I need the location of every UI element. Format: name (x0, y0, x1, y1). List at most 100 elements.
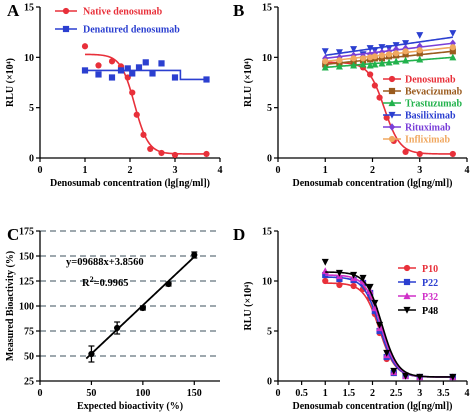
data-point (393, 50, 400, 57)
y-tick-label: 15 (262, 227, 272, 238)
x-tick-label: 2 (370, 388, 375, 399)
data-point (335, 49, 343, 56)
data-point (88, 350, 95, 358)
x-tick-label: 50 (86, 388, 96, 399)
legend-label: P32 (422, 292, 438, 303)
data-point (149, 70, 156, 77)
legend-label: Basiliximab (405, 111, 456, 122)
data-point (371, 299, 379, 307)
chart-panel-a: A 0 1 2 3 4 0 5 10 15 Denosumab concentration (lg[… (5, 1, 223, 189)
data-point (392, 57, 400, 65)
panel-letter: B (233, 1, 244, 20)
y-tick-label: 5 (267, 103, 272, 114)
data-point (114, 324, 121, 332)
y-tick-label: 10 (24, 53, 34, 64)
x-axis-title: Denosumab concentration (lg[ng/ml]) (293, 178, 453, 189)
data-point (95, 71, 102, 78)
fit-curve (325, 271, 453, 378)
series-denatured-denosumab (81, 59, 210, 83)
data-point (95, 62, 102, 69)
legend-marker (62, 7, 70, 15)
legend-marker (388, 87, 396, 95)
legend-marker (388, 99, 396, 107)
data-point (376, 321, 384, 329)
y-tick-label: 175 (19, 227, 34, 238)
data-point (366, 283, 374, 291)
data-point (385, 58, 393, 66)
x-tick-label: 0 (276, 388, 281, 399)
data-point (390, 367, 398, 375)
data-point (449, 44, 456, 51)
x-tick-label: 2 (128, 165, 133, 176)
series-native-denosumab (81, 43, 210, 159)
legend-label: Bevacizumab (405, 87, 463, 98)
equation-annotation: y=09688x+3.8560 (66, 257, 144, 268)
x-tick-label: 1 (323, 165, 328, 176)
data-point (139, 304, 146, 312)
data-point (359, 55, 367, 62)
fit-curve (84, 53, 207, 155)
data-point (81, 67, 89, 74)
legend-marker (62, 25, 70, 33)
y-tick-label: 0 (267, 377, 272, 388)
data-point (402, 148, 409, 156)
data-point (171, 151, 179, 159)
data-point (366, 45, 374, 52)
data-point (133, 111, 140, 118)
x-tick-label: 2 (370, 165, 375, 176)
data-point (359, 60, 367, 68)
x-tick-label: 4 (465, 165, 470, 176)
data-point (336, 57, 343, 64)
data-point (322, 271, 329, 279)
data-point (416, 373, 424, 381)
chart-panel-c: C 0 50 100 150 25 50 75 100 125 150 175 Expected bio… (5, 225, 220, 412)
y-tick-label: 100 (19, 302, 34, 313)
x-tick-label: 3 (173, 165, 178, 176)
y-tick-label: 5 (267, 327, 272, 338)
data-point (108, 74, 116, 81)
y-tick-label: 0 (267, 154, 272, 165)
data-point (147, 145, 154, 153)
panel-letter: A (7, 1, 20, 20)
data-point (336, 281, 343, 289)
series-trastuzumab (321, 53, 457, 71)
y-tick-label: 5 (29, 103, 34, 114)
legend-marker (388, 135, 396, 143)
x-tick-label: 4 (465, 388, 470, 399)
y-tick-label: 25 (24, 377, 34, 388)
series-p48 (321, 258, 457, 381)
data-point (449, 53, 457, 61)
legend-label: P10 (422, 264, 438, 275)
legend-label: Denosumab (405, 75, 456, 86)
data-point (416, 55, 424, 63)
x-tick-label: 1.5 (343, 388, 356, 399)
data-point (158, 60, 165, 67)
legend-label: Rituximab (405, 123, 451, 134)
fit-curve (325, 274, 453, 378)
data-point (449, 150, 456, 158)
legend-marker (403, 292, 411, 300)
data-point (350, 282, 357, 290)
panel-letter: C (7, 225, 19, 244)
data-point (402, 56, 410, 64)
data-point (335, 269, 343, 277)
x-tick-label: 2.5 (390, 388, 403, 399)
legend-marker (388, 75, 396, 83)
x-tick-label: 0 (38, 388, 43, 399)
data-point (449, 48, 456, 55)
x-axis-title: Denosumab concentration (lg[ng/ml]) (293, 401, 453, 412)
y-tick-label: 150 (19, 252, 34, 263)
fit-curve (85, 69, 207, 81)
data-point (322, 277, 329, 285)
data-point (367, 54, 374, 61)
legend-label: Infliximab (405, 135, 450, 146)
x-tick-label: 3 (417, 165, 422, 176)
legend-marker (403, 264, 411, 272)
data-point (376, 94, 383, 101)
legend-marker (388, 111, 396, 119)
data-point (117, 67, 125, 74)
data-point (371, 60, 379, 68)
data-point (124, 65, 131, 72)
y-axis-title: RLU (×10⁴) (243, 282, 254, 331)
